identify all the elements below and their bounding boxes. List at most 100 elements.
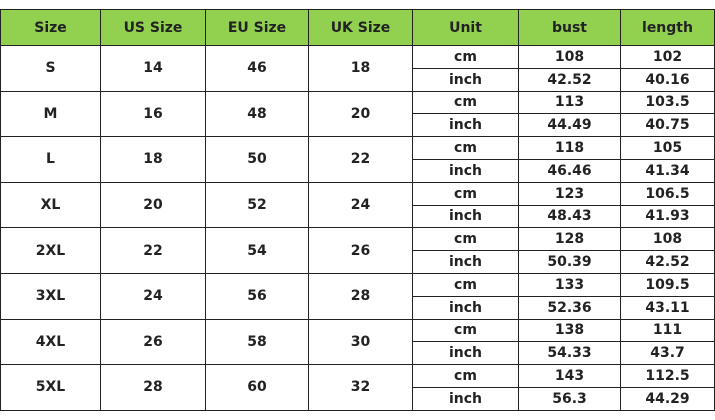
size-cell: 3XL xyxy=(0,272,101,320)
size-cell: XL xyxy=(0,181,101,229)
unit-cell: cm xyxy=(412,45,519,69)
uk-size-cell: 22 xyxy=(308,136,413,183)
column-header: bust xyxy=(518,9,621,46)
size-cell: S xyxy=(0,45,101,92)
bust-cell: 42.52 xyxy=(518,67,621,92)
bust-cell: 128 xyxy=(518,227,621,252)
bust-cell: 138 xyxy=(518,318,621,343)
table-row: inch 56.3 44.29 xyxy=(1,386,715,411)
us-size-cell: 24 xyxy=(100,272,206,320)
length-cell: 112.5 xyxy=(620,364,715,388)
uk-size-cell: 32 xyxy=(308,364,413,411)
unit-cell: cm xyxy=(412,272,519,297)
uk-size-cell: 28 xyxy=(308,272,413,320)
table-row: M 16 48 20 cm 113 103.5 xyxy=(0,90,715,138)
size-cell: 4XL xyxy=(0,318,101,366)
bust-cell: 44.49 xyxy=(518,113,621,138)
length-cell: 108 xyxy=(620,227,715,252)
us-size-cell: 18 xyxy=(100,136,206,183)
us-size-cell: 16 xyxy=(100,90,206,138)
bust-cell: 133 xyxy=(518,272,621,297)
length-cell: 111 xyxy=(620,318,715,343)
us-size-cell: 22 xyxy=(100,227,206,274)
column-header: Size xyxy=(0,9,101,46)
uk-size-cell: 18 xyxy=(308,45,413,92)
eu-size-cell: 60 xyxy=(205,364,309,411)
length-cell: 41.34 xyxy=(620,158,715,183)
unit-cell: inch xyxy=(412,113,519,138)
size-cell: M xyxy=(0,90,101,138)
us-size-cell: 26 xyxy=(100,318,206,366)
column-header: US Size xyxy=(100,9,206,46)
bust-cell: 46.46 xyxy=(518,158,621,183)
unit-cell: inch xyxy=(412,341,519,366)
uk-size-cell: 24 xyxy=(308,181,413,229)
bust-cell: 48.43 xyxy=(518,204,621,229)
length-cell: 40.75 xyxy=(620,113,715,138)
eu-size-cell: 46 xyxy=(205,45,309,92)
bust-cell: 113 xyxy=(518,90,621,115)
length-cell: 106.5 xyxy=(620,181,715,206)
bust-cell: 54.33 xyxy=(518,341,621,366)
unit-cell: inch xyxy=(412,295,519,320)
unit-cell: inch xyxy=(412,386,519,411)
table-row: XL 20 52 24 cm 123 106.5 xyxy=(0,181,715,229)
length-cell: 109.5 xyxy=(620,272,715,297)
bust-cell: 50.39 xyxy=(518,250,621,274)
us-size-cell: 28 xyxy=(100,364,206,411)
column-header: UK Size xyxy=(308,9,413,46)
bust-cell: 56.3 xyxy=(518,386,621,411)
length-cell: 40.16 xyxy=(620,67,715,92)
column-header: Unit xyxy=(412,9,519,46)
table-row: 2XL 22 54 26 cm 128 108 xyxy=(0,227,715,274)
table-row: 4XL 26 58 30 cm 138 111 xyxy=(0,318,715,366)
bust-cell: 143 xyxy=(518,364,621,388)
unit-cell: cm xyxy=(412,90,519,115)
unit-cell: cm xyxy=(412,136,519,160)
table-row: S 14 46 18 cm 108 102 xyxy=(0,45,715,92)
length-cell: 41.93 xyxy=(620,204,715,229)
unit-cell: inch xyxy=(412,67,519,92)
header-row: Size US Size EU Size UK Size Unit bust length xyxy=(0,9,715,46)
length-cell: 42.52 xyxy=(620,250,715,274)
uk-size-cell: 26 xyxy=(308,227,413,274)
table-row: inch 44.49 40.75 xyxy=(1,113,715,138)
size-cell: L xyxy=(0,136,101,183)
size-cell: 5XL xyxy=(0,364,101,411)
unit-cell: inch xyxy=(412,204,519,229)
bust-cell: 52.36 xyxy=(518,295,621,320)
length-cell: 103.5 xyxy=(620,90,715,115)
eu-size-cell: 58 xyxy=(205,318,309,366)
length-cell: 44.29 xyxy=(620,386,715,411)
eu-size-cell: 54 xyxy=(205,227,309,274)
eu-size-cell: 52 xyxy=(205,181,309,229)
length-cell: 102 xyxy=(620,45,715,69)
unit-cell: cm xyxy=(412,364,519,388)
bust-cell: 123 xyxy=(518,181,621,206)
us-size-cell: 14 xyxy=(100,45,206,92)
uk-size-cell: 30 xyxy=(308,318,413,366)
bust-cell: 118 xyxy=(518,136,621,160)
table-row: inch 50.39 42.52 xyxy=(1,250,715,274)
uk-size-cell: 20 xyxy=(308,90,413,138)
eu-size-cell: 50 xyxy=(205,136,309,183)
unit-cell: cm xyxy=(412,227,519,252)
eu-size-cell: 48 xyxy=(205,90,309,138)
eu-size-cell: 56 xyxy=(205,272,309,320)
bust-cell: 108 xyxy=(518,45,621,69)
unit-cell: inch xyxy=(412,250,519,274)
table-row: 3XL 24 56 28 cm 133 109.5 xyxy=(0,272,715,320)
table-row: inch 48.43 41.93 xyxy=(1,204,715,229)
unit-cell: inch xyxy=(412,158,519,183)
table-row: inch 54.33 43.7 xyxy=(1,341,715,366)
length-cell: 43.7 xyxy=(620,341,715,366)
unit-cell: cm xyxy=(412,181,519,206)
column-header: EU Size xyxy=(205,9,309,46)
table-body: S 14 46 18 cm 108 102 inch 42.52 40.16 M 16 48 20 cm 11… xyxy=(0,45,715,411)
size-chart: Size US Size EU Size UK Size Unit bust length … xyxy=(0,9,715,411)
table-row: 5XL 28 60 32 cm 143 112.5 xyxy=(0,364,715,411)
size-table: Size US Size EU Size UK Size Unit bust length … xyxy=(0,9,715,411)
us-size-cell: 20 xyxy=(100,181,206,229)
column-header: length xyxy=(620,9,715,46)
